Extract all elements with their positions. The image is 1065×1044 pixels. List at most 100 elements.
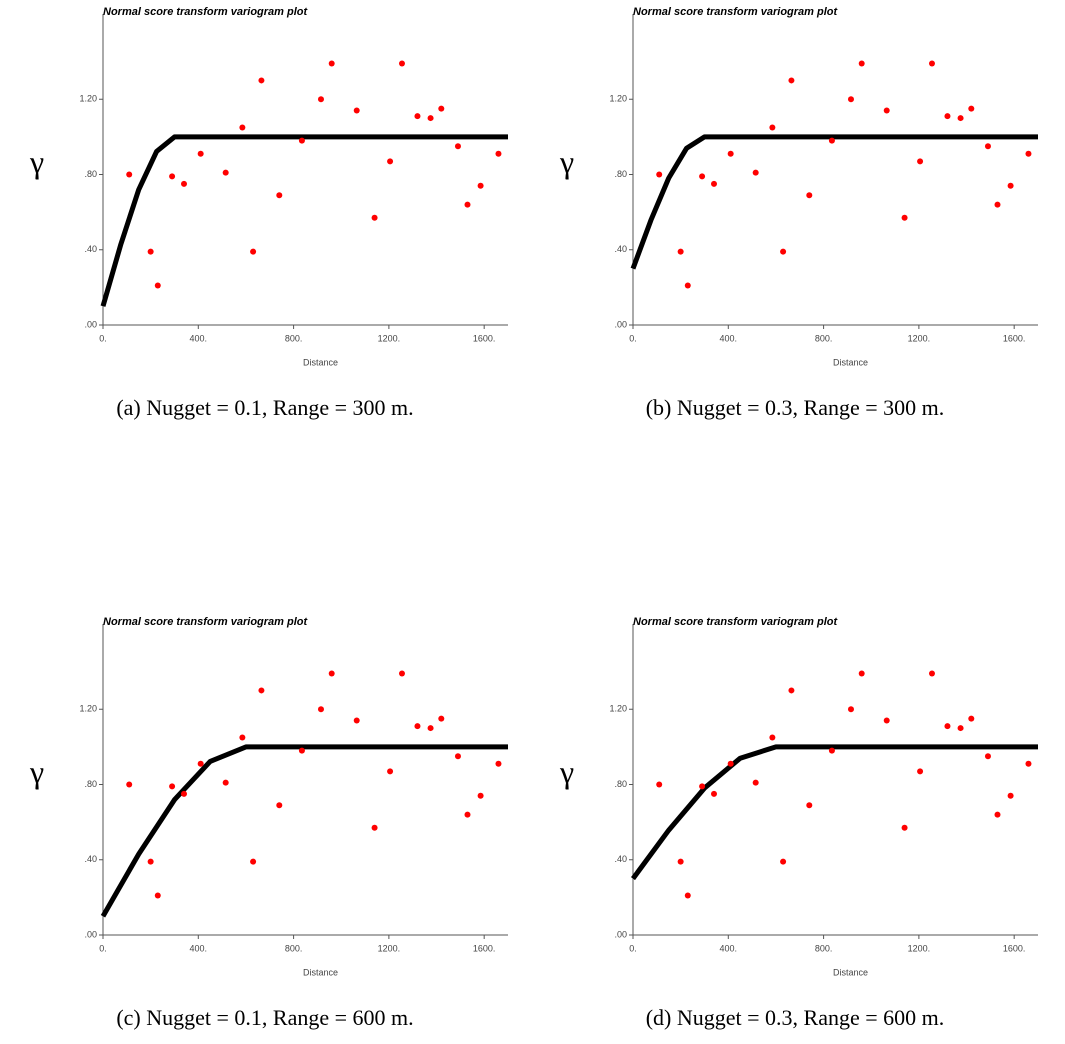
point — [828, 137, 835, 144]
y-tick-label: .80 — [84, 169, 97, 179]
model-line — [100, 744, 508, 918]
point — [684, 892, 691, 899]
point — [147, 858, 154, 865]
chart-title: Normal score transform variogram plot — [103, 6, 309, 18]
point — [847, 96, 854, 103]
x-tick-label: 0. — [99, 333, 107, 343]
point — [464, 201, 471, 208]
x-tick-label: 1200. — [908, 943, 931, 953]
point — [154, 892, 161, 899]
point — [883, 107, 890, 114]
point — [371, 824, 378, 831]
caption: (b) Nugget = 0.3, Range = 300 m. — [646, 395, 945, 420]
y-tick-label: .80 — [614, 169, 627, 179]
point — [126, 781, 133, 788]
point — [1025, 150, 1032, 157]
point — [464, 811, 471, 818]
point — [328, 670, 335, 677]
point — [677, 858, 684, 865]
point — [727, 760, 734, 767]
point — [917, 768, 924, 775]
model-line — [630, 744, 1038, 881]
y-tick-label: .00 — [84, 929, 97, 939]
x-tick-label: 1200. — [378, 333, 401, 343]
y-tick-label: .40 — [84, 854, 97, 864]
point — [239, 124, 246, 131]
y-tick-label: .40 — [614, 244, 627, 254]
chart-title: Normal score transform variogram plot — [633, 6, 839, 18]
point — [317, 96, 324, 103]
point — [250, 858, 257, 865]
model-line — [100, 134, 508, 307]
point — [197, 150, 204, 157]
point — [788, 687, 795, 694]
point — [353, 107, 360, 114]
y-tick-label: .80 — [84, 779, 97, 789]
point — [276, 192, 283, 199]
point — [984, 143, 991, 150]
point — [126, 171, 133, 178]
point — [928, 670, 935, 677]
point — [656, 171, 663, 178]
point — [222, 779, 229, 786]
panel: Normal score transform variogram plot γ Di… — [559, 6, 1038, 420]
x-tick-label: 0. — [629, 943, 637, 953]
x-axis-label: Distance — [833, 967, 868, 977]
point — [944, 723, 951, 730]
point — [222, 169, 229, 176]
point — [427, 115, 434, 122]
point — [727, 150, 734, 157]
chart-title: Normal score transform variogram plot — [633, 616, 839, 628]
point — [414, 723, 421, 730]
point — [317, 706, 324, 713]
point — [454, 143, 461, 150]
point — [1025, 760, 1032, 767]
x-tick-label: 400. — [190, 943, 208, 953]
x-tick-label: 0. — [99, 943, 107, 953]
y-tick-label: 1.20 — [79, 704, 97, 714]
caption: (a) Nugget = 0.1, Range = 300 m. — [116, 395, 413, 420]
y-axis-label: γ — [559, 753, 574, 789]
point — [957, 115, 964, 122]
point — [477, 182, 484, 189]
point — [276, 802, 283, 809]
point — [147, 248, 154, 255]
x-tick-label: 1600. — [1003, 333, 1026, 343]
point — [1007, 792, 1014, 799]
x-tick-label: 1200. — [908, 333, 931, 343]
y-tick-label: .40 — [614, 854, 627, 864]
x-tick-label: 0. — [629, 333, 637, 343]
x-tick-label: 800. — [285, 943, 303, 953]
point — [239, 734, 246, 741]
y-axis-label: γ — [29, 143, 44, 179]
panel: Normal score transform variogram plot γ Di… — [29, 6, 508, 420]
point — [298, 747, 305, 754]
point — [699, 173, 706, 180]
x-tick-label: 800. — [815, 333, 833, 343]
point — [477, 792, 484, 799]
x-tick-label: 800. — [815, 943, 833, 953]
point — [495, 760, 502, 767]
panel: Normal score transform variogram plot γ Di… — [29, 616, 508, 1030]
caption: (d) Nugget = 0.3, Range = 600 m. — [646, 1005, 945, 1030]
x-tick-label: 400. — [190, 333, 208, 343]
point — [752, 169, 759, 176]
point — [181, 180, 187, 187]
point — [858, 60, 865, 67]
point — [901, 824, 908, 831]
y-tick-label: .00 — [84, 319, 97, 329]
point — [847, 706, 854, 713]
y-tick-label: .80 — [614, 779, 627, 789]
point — [438, 715, 445, 722]
point — [769, 734, 776, 741]
point — [154, 282, 161, 289]
x-axis-label: Distance — [833, 357, 868, 367]
y-axis-label: γ — [559, 143, 574, 179]
x-tick-label: 800. — [285, 333, 303, 343]
y-tick-label: .00 — [614, 319, 627, 329]
point — [711, 790, 717, 797]
panel: Normal score transform variogram plot γ Di… — [559, 616, 1038, 1030]
point — [298, 137, 305, 144]
point — [828, 747, 835, 754]
